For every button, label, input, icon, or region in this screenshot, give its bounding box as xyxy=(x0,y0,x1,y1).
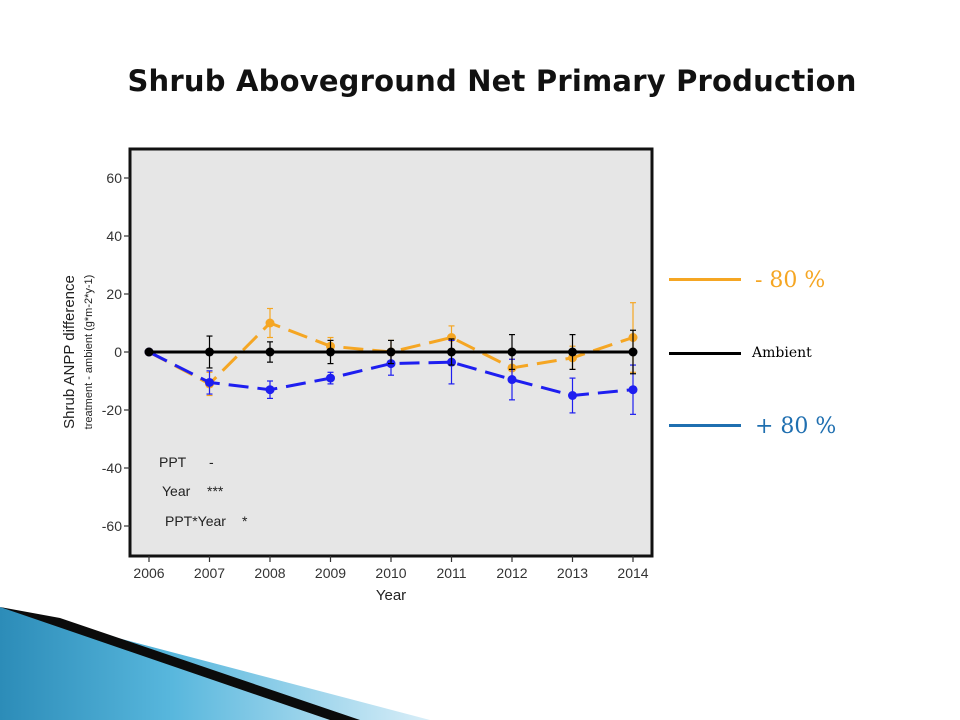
data-point xyxy=(265,385,275,395)
x-tick-label: 2009 xyxy=(315,565,346,581)
x-tick-label: 2008 xyxy=(254,565,285,581)
data-point xyxy=(265,318,275,328)
legend-swatch-minus80 xyxy=(669,278,741,281)
y-tick-label: -20 xyxy=(102,402,122,418)
x-tick-label: 2007 xyxy=(194,565,225,581)
annotation-term: PPT xyxy=(159,454,187,470)
y-tick-label: -40 xyxy=(102,460,122,476)
data-point xyxy=(447,347,456,357)
x-tick-label: 2010 xyxy=(375,565,406,581)
data-point xyxy=(326,347,335,357)
slide-title: Shrub Aboveground Net Primary Production xyxy=(127,64,857,98)
x-tick-label: 2014 xyxy=(617,565,648,581)
y-tick-label: 0 xyxy=(114,344,122,360)
y-tick-label: 60 xyxy=(106,170,122,186)
data-point xyxy=(265,347,275,357)
x-axis-title: Year xyxy=(376,587,406,604)
data-point xyxy=(507,375,517,385)
x-tick-label: 2006 xyxy=(133,565,164,581)
legend-swatch-plus80 xyxy=(669,424,741,427)
y-axis-title: Shrub ANPP difference xyxy=(61,275,78,429)
data-point xyxy=(447,333,456,342)
data-point xyxy=(628,347,638,357)
data-point xyxy=(205,347,214,357)
annotation-significance: *** xyxy=(207,483,224,499)
data-point xyxy=(205,377,214,387)
data-point xyxy=(568,391,577,400)
data-point xyxy=(507,347,517,357)
x-tick-label: 2011 xyxy=(436,565,466,581)
legend-swatch-ambient xyxy=(669,352,741,355)
annotation-term: Year xyxy=(162,483,191,499)
y-tick-label: -60 xyxy=(102,518,122,534)
y-tick-label: 40 xyxy=(106,228,122,244)
data-point xyxy=(326,373,335,383)
annotation-significance: - xyxy=(209,454,214,470)
data-point xyxy=(628,385,638,395)
x-tick-label: 2012 xyxy=(496,565,527,581)
legend-label-minus80: - 80 % xyxy=(755,268,826,293)
y-axis-subtitle: treatment - ambient (g*m-2*y-1) xyxy=(83,275,95,430)
annotation-significance: * xyxy=(242,513,248,529)
legend-label-plus80: + 80 % xyxy=(755,414,837,439)
annotation-term: PPT*Year xyxy=(165,513,226,529)
x-tick-label: 2013 xyxy=(557,565,588,581)
data-point xyxy=(386,347,396,357)
data-point xyxy=(144,347,154,357)
legend-label-ambient: Ambient xyxy=(752,345,812,361)
y-tick-label: 20 xyxy=(106,286,122,302)
data-point xyxy=(568,347,577,357)
series-line xyxy=(148,350,634,397)
